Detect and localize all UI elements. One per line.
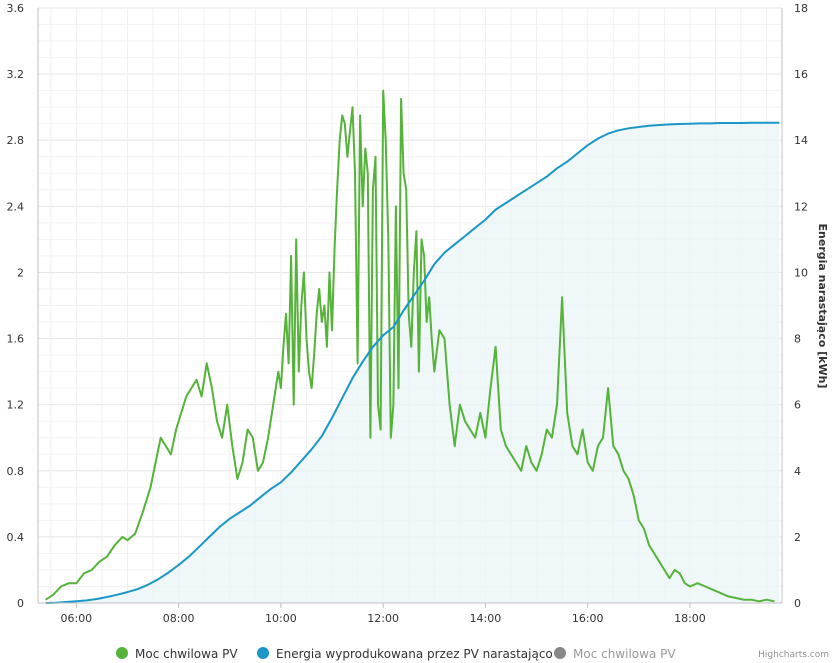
x-tick-label: 14:00 bbox=[470, 612, 502, 625]
credits-link[interactable]: Highcharts.com bbox=[758, 650, 829, 660]
energy-area bbox=[45, 122, 780, 603]
y-left-tick-label: 0 bbox=[17, 597, 24, 610]
y-right-tick-label: 6 bbox=[794, 399, 801, 412]
y-right-axis-title: Energia narastająco [kWh] bbox=[816, 224, 829, 389]
x-ticks: 06:00 08:00 10:00 12:00 14:00 16:00 18:00 bbox=[60, 603, 706, 625]
y-left-tick-label: 0.4 bbox=[7, 531, 25, 544]
legend-label: Energia wyprodukowana przez PV narastają… bbox=[276, 647, 553, 661]
y-right-tick-label: 12 bbox=[794, 200, 808, 213]
y-left-tick-label: 3.2 bbox=[7, 68, 25, 81]
legend-label: Moc chwilowa PV bbox=[135, 647, 238, 661]
y-right-tick-label: 10 bbox=[794, 266, 808, 279]
x-tick-label: 06:00 bbox=[60, 612, 92, 625]
area-layer bbox=[45, 122, 780, 603]
y-right-tick-label: 8 bbox=[794, 333, 801, 346]
legend-label: Moc chwilowa PV bbox=[573, 647, 676, 661]
y-right-ticks: 0 2 4 6 8 10 12 14 16 18 bbox=[794, 2, 808, 610]
x-tick-label: 12:00 bbox=[367, 612, 399, 625]
y-left-tick-label: 3.6 bbox=[7, 2, 25, 15]
x-tick-label: 10:00 bbox=[265, 612, 297, 625]
x-tick-label: 16:00 bbox=[572, 612, 604, 625]
y-left-tick-label: 2.8 bbox=[7, 134, 25, 147]
y-left-ticks: 0 0.4 0.8 1.2 1.6 2 2.4 2.8 3.2 3.6 bbox=[7, 2, 25, 610]
x-tick-label: 08:00 bbox=[163, 612, 195, 625]
power-series-line bbox=[45, 89, 775, 603]
y-right-tick-label: 16 bbox=[794, 68, 808, 81]
y-left-tick-label: 2 bbox=[17, 266, 24, 279]
y-left-tick-label: 1.2 bbox=[7, 399, 25, 412]
y-right-tick-label: 4 bbox=[794, 465, 801, 478]
line-layer bbox=[45, 89, 780, 604]
y-left-tick-label: 1.6 bbox=[7, 333, 25, 346]
x-tick-label: 18:00 bbox=[674, 612, 706, 625]
axes bbox=[37, 8, 783, 604]
legend-marker bbox=[116, 647, 128, 659]
y-right-tick-label: 18 bbox=[794, 2, 808, 15]
legend-item[interactable]: Energia wyprodukowana przez PV narastają… bbox=[257, 647, 553, 661]
y-left-tick-label: 0.8 bbox=[7, 465, 25, 478]
energy-series-line bbox=[45, 121, 780, 604]
legend: Moc chwilowa PV Energia wyprodukowana prz… bbox=[116, 647, 676, 661]
y-left-tick-label: 2.4 bbox=[7, 200, 25, 213]
legend-item[interactable]: Moc chwilowa PV bbox=[116, 647, 238, 661]
y-right-tick-label: 14 bbox=[794, 134, 808, 147]
legend-marker bbox=[554, 647, 566, 659]
y-right-tick-label: 0 bbox=[794, 597, 801, 610]
y-right-tick-label: 2 bbox=[794, 531, 801, 544]
legend-item[interactable]: Moc chwilowa PV bbox=[554, 647, 676, 661]
legend-marker bbox=[257, 647, 269, 659]
